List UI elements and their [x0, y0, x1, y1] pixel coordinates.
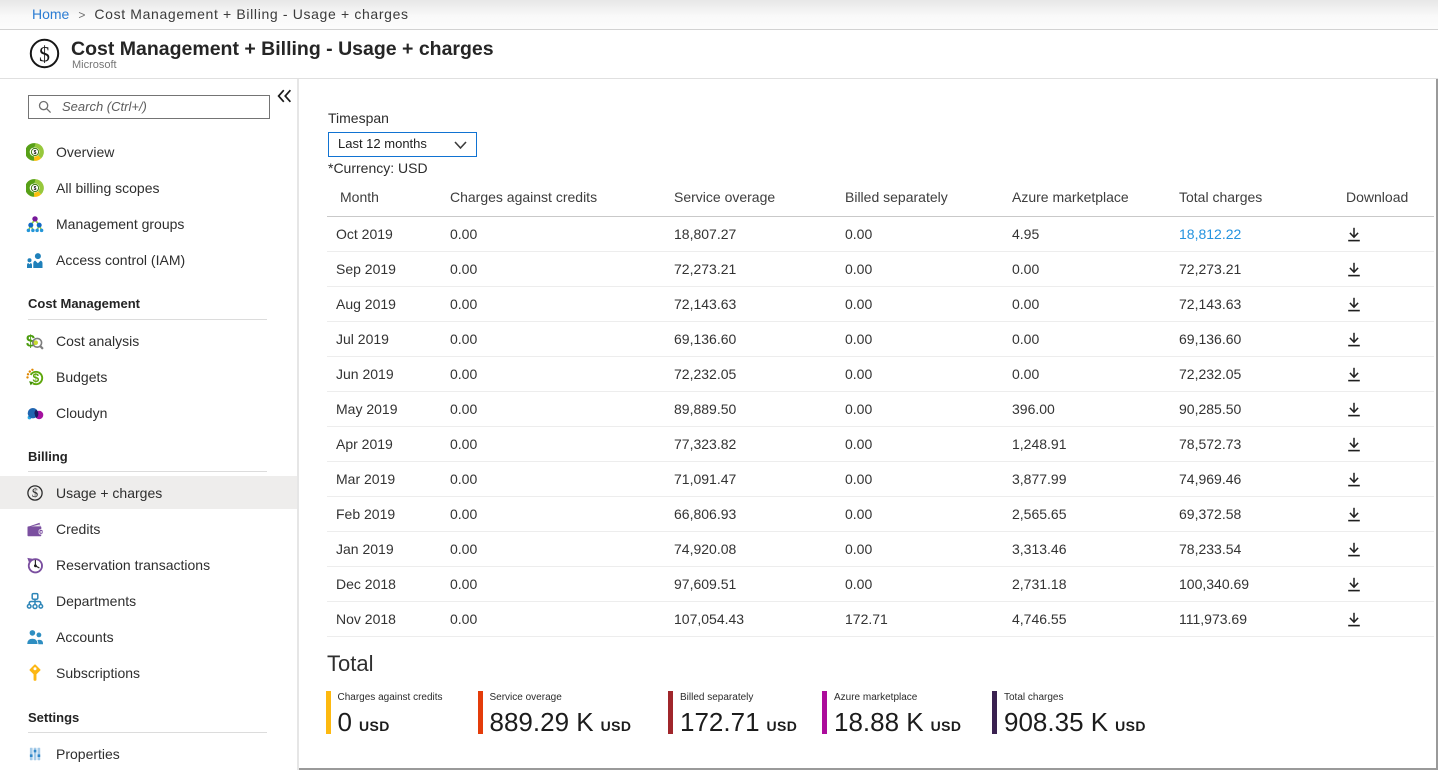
svg-text:$: $ — [33, 371, 40, 385]
svg-text:$: $ — [32, 486, 38, 500]
svg-text:$: $ — [26, 333, 35, 350]
svg-text:$: $ — [34, 186, 37, 192]
svg-text:$: $ — [39, 42, 50, 67]
svg-text:$: $ — [34, 150, 37, 156]
